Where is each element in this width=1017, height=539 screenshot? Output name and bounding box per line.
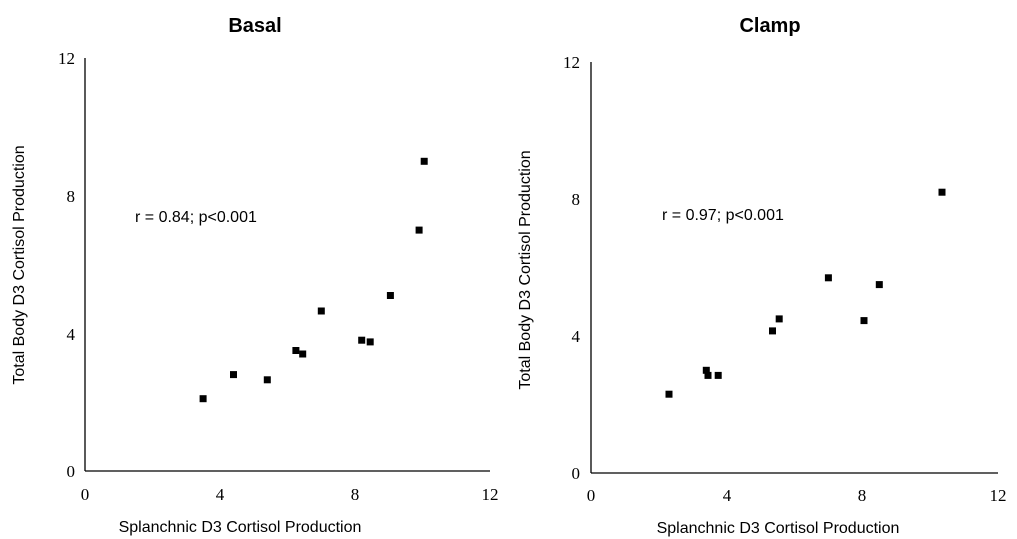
clamp-data-point-2 (702, 366, 710, 374)
clamp-data-point-5 (769, 327, 776, 335)
clamp-data-point-9 (875, 281, 883, 289)
basal-correlation-annotation: r = 0.84; p<0.001 (135, 209, 257, 226)
basal-y-tick-12: 12 (58, 49, 75, 68)
clamp-data-point-7 (824, 274, 832, 282)
basal-panel: Basal 0 4 8 12 0 4 8 12 Splanchnic D3 Co… (11, 15, 499, 536)
basal-data-point-3 (263, 376, 271, 384)
basal-data-point-9 (386, 292, 394, 299)
clamp-y-tick-0: 0 (572, 464, 581, 483)
basal-y-tick-4: 4 (67, 325, 76, 344)
clamp-y-tick-4: 4 (572, 327, 581, 346)
clamp-data-point-10 (938, 188, 946, 196)
basal-data-point-8 (366, 338, 374, 346)
clamp-data-point-4 (714, 371, 722, 379)
basal-data-point-4 (292, 347, 300, 354)
clamp-x-tick-4: 4 (723, 486, 732, 505)
clamp-correlation-annotation: r = 0.97; p<0.001 (662, 207, 784, 224)
basal-data-point-10 (415, 226, 423, 234)
basal-y-axis-label: Total Body D3 Cortisol Production (11, 145, 28, 384)
clamp-y-tick-8: 8 (572, 190, 581, 209)
clamp-data-point-3 (704, 371, 712, 379)
clamp-data-point-8 (860, 317, 868, 325)
clamp-x-tick-0: 0 (587, 486, 596, 505)
basal-x-tick-0: 0 (81, 485, 90, 504)
clamp-y-tick-12: 12 (563, 53, 580, 72)
clamp-x-tick-8: 8 (858, 486, 867, 505)
basal-title: Basal (228, 15, 281, 37)
clamp-x-tick-12: 12 (990, 486, 1007, 505)
basal-x-tick-4: 4 (216, 485, 225, 504)
basal-y-tick-8: 8 (67, 187, 76, 206)
basal-data-point-1 (199, 395, 207, 403)
basal-data-point-5 (299, 350, 307, 358)
clamp-y-axis-label: Total Body D3 Cortisol Production (517, 150, 534, 389)
basal-data-point-6 (317, 307, 325, 315)
basal-y-tick-0: 0 (67, 462, 76, 481)
basal-x-tick-12: 12 (482, 485, 499, 504)
basal-x-tick-8: 8 (351, 485, 360, 504)
basal-points (199, 157, 428, 403)
clamp-x-axis-label: Splanchnic D3 Cortisol Production (657, 520, 900, 537)
basal-x-axis-label: Splanchnic D3 Cortisol Production (119, 519, 362, 536)
clamp-points (665, 188, 946, 398)
basal-data-point-11 (420, 157, 428, 165)
clamp-title: Clamp (739, 15, 800, 37)
basal-data-point-2 (230, 371, 237, 379)
clamp-panel: Clamp 0 4 8 12 0 4 8 12 Splanchnic D3 Co… (517, 15, 1007, 537)
clamp-data-point-1 (665, 390, 673, 398)
clamp-data-point-6 (775, 315, 783, 323)
basal-data-point-7 (358, 336, 366, 344)
